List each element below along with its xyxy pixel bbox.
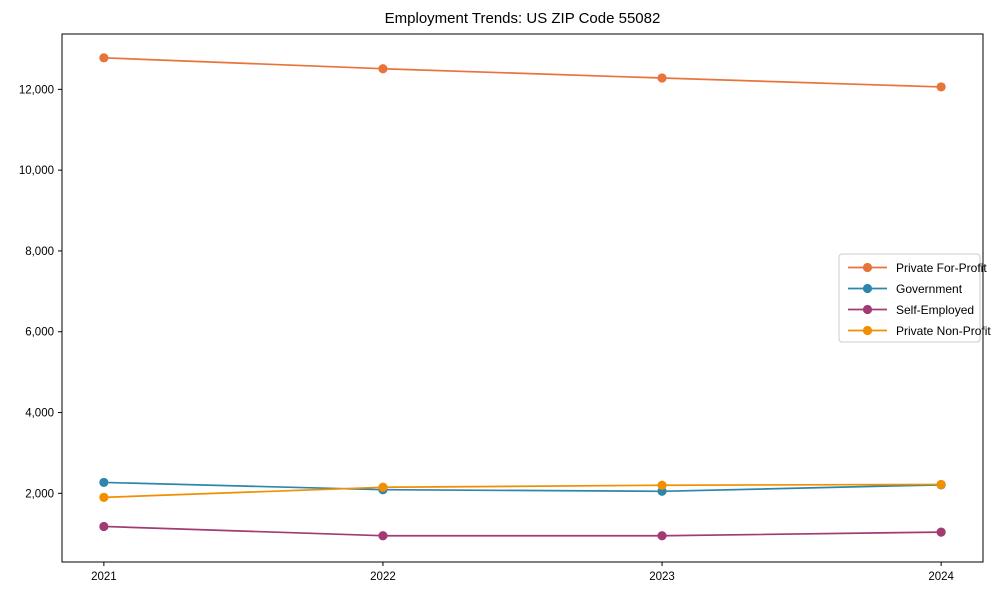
legend-swatch-marker [862,325,873,336]
legend-label: Private Non-Profit [896,324,991,338]
series-line-self-employed [103,525,942,537]
data-point-marker [936,82,946,92]
series-line-private-non-profit [103,483,942,499]
y-tick-label: 10,000 [19,165,54,177]
legend-label: Government [896,282,963,296]
legend-swatch-marker [862,304,873,315]
y-tick-label: 2,000 [25,488,54,500]
x-tick-label: 2022 [370,571,396,583]
legend-label: Private For-Profit [896,261,987,275]
data-point-marker [99,53,109,63]
y-tick-label: 4,000 [25,408,54,420]
data-point-marker [99,492,109,502]
legend-box [838,253,981,343]
legend-swatch-marker [862,262,873,273]
chart-title: Employment Trends: US ZIP Code 55082 [384,10,661,27]
x-tick-label: 2023 [649,571,675,583]
y-tick-label: 8,000 [25,246,54,258]
x-tick-label: 2021 [91,571,117,583]
series-line-private-for-profit [103,56,942,88]
data-point-marker [936,479,946,490]
data-point-marker [378,64,388,74]
plot-frame [61,33,984,563]
data-point-marker [657,531,667,541]
legend-label: Self-Employed [896,303,974,317]
data-point-marker [378,531,388,541]
data-point-marker [378,482,388,492]
data-point-marker [657,73,667,83]
data-point-marker [936,527,946,537]
data-point-marker [99,477,109,488]
legend-swatch-marker [862,283,873,294]
y-tick-label: 12,000 [19,84,54,96]
x-tick-label: 2024 [928,571,954,583]
series-line-government [103,481,942,493]
y-tick-label: 6,000 [25,327,54,339]
data-point-marker [657,480,667,490]
data-point-marker [99,521,109,532]
